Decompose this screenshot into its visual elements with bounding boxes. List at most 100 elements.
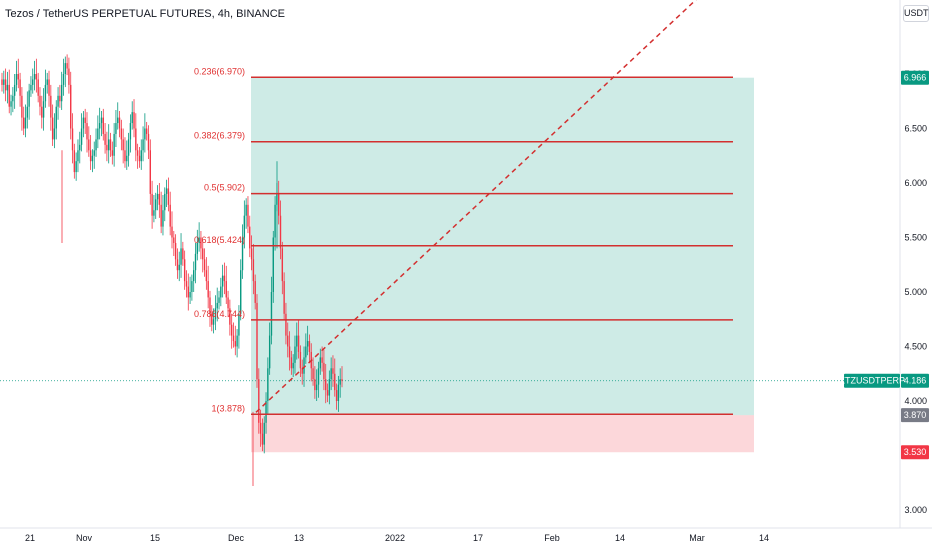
candle[interactable] <box>330 368 332 380</box>
candle[interactable] <box>337 384 340 401</box>
candle[interactable] <box>312 368 314 380</box>
candle[interactable] <box>247 204 249 227</box>
candle[interactable] <box>328 379 331 396</box>
candle[interactable] <box>133 112 135 129</box>
candle[interactable] <box>93 150 95 156</box>
candle[interactable] <box>95 139 97 151</box>
candle[interactable] <box>292 362 294 369</box>
candle[interactable] <box>272 237 274 293</box>
candle[interactable] <box>156 193 159 200</box>
candle[interactable] <box>122 139 124 151</box>
candle[interactable] <box>178 264 180 271</box>
candle[interactable] <box>79 144 81 151</box>
candle[interactable] <box>317 368 320 385</box>
candle[interactable] <box>270 292 273 336</box>
candle[interactable] <box>124 150 126 162</box>
candle[interactable] <box>306 341 309 347</box>
candle[interactable] <box>77 150 79 162</box>
candle[interactable] <box>325 379 327 391</box>
candle[interactable] <box>17 74 19 80</box>
candle[interactable] <box>283 281 285 314</box>
candle[interactable] <box>120 128 123 140</box>
candle[interactable] <box>98 123 101 129</box>
candle[interactable] <box>229 308 231 325</box>
candle[interactable] <box>153 210 155 216</box>
candle[interactable] <box>207 281 209 298</box>
currency-selector-button[interactable]: USDT <box>903 5 929 22</box>
candle[interactable] <box>196 242 199 254</box>
candle[interactable] <box>62 74 65 85</box>
candle[interactable] <box>198 237 200 243</box>
candle[interactable] <box>84 117 86 124</box>
candle[interactable] <box>66 63 68 69</box>
candle[interactable] <box>183 259 186 282</box>
candle[interactable] <box>164 193 166 211</box>
candle[interactable] <box>68 68 70 85</box>
candle[interactable] <box>64 63 66 74</box>
candle[interactable] <box>182 248 184 260</box>
candle[interactable] <box>21 95 23 118</box>
candle[interactable] <box>144 128 146 140</box>
candle[interactable] <box>118 117 121 129</box>
candle[interactable] <box>265 401 267 423</box>
candle[interactable] <box>129 123 132 140</box>
candle[interactable] <box>41 106 43 118</box>
candle[interactable] <box>193 270 195 282</box>
candle[interactable] <box>303 357 305 374</box>
candle[interactable] <box>97 128 99 140</box>
candle[interactable] <box>297 335 300 352</box>
candle[interactable] <box>230 324 233 336</box>
candle[interactable] <box>91 155 94 162</box>
candle[interactable] <box>256 302 258 380</box>
candle[interactable] <box>245 204 247 216</box>
candle[interactable] <box>341 379 343 381</box>
candle[interactable] <box>145 128 148 134</box>
candle[interactable] <box>259 422 262 434</box>
candle[interactable] <box>44 84 47 102</box>
candle[interactable] <box>71 128 74 151</box>
candle[interactable] <box>241 237 244 271</box>
candle[interactable] <box>274 204 276 238</box>
candle[interactable] <box>296 335 298 347</box>
candle[interactable] <box>160 204 162 227</box>
candle[interactable] <box>35 74 38 80</box>
candle[interactable] <box>236 335 238 347</box>
candle[interactable] <box>227 297 229 309</box>
candle[interactable] <box>308 341 311 352</box>
candle[interactable] <box>104 133 106 145</box>
candle[interactable] <box>13 84 16 96</box>
candle[interactable] <box>15 74 18 85</box>
candle[interactable] <box>252 259 255 282</box>
candle[interactable] <box>100 117 103 124</box>
candle[interactable] <box>290 357 293 369</box>
candle[interactable] <box>249 226 251 249</box>
candle[interactable] <box>267 368 269 401</box>
candle[interactable] <box>23 117 25 129</box>
candle[interactable] <box>200 237 202 249</box>
candle[interactable] <box>268 335 271 369</box>
candle[interactable] <box>315 384 318 391</box>
candle[interactable] <box>194 253 197 271</box>
candle[interactable] <box>171 226 173 238</box>
candle[interactable] <box>117 117 119 124</box>
candle[interactable] <box>261 433 264 445</box>
candle[interactable] <box>1 79 3 85</box>
candle[interactable] <box>165 188 168 194</box>
candle[interactable] <box>203 259 206 271</box>
stop-zone[interactable] <box>251 415 754 453</box>
candle[interactable] <box>319 357 321 369</box>
candle[interactable] <box>46 79 48 85</box>
candle[interactable] <box>106 144 108 151</box>
candle[interactable] <box>59 95 61 102</box>
candle[interactable] <box>136 150 139 156</box>
candle[interactable] <box>299 351 302 369</box>
candle[interactable] <box>75 161 77 173</box>
candle[interactable] <box>42 101 45 118</box>
candle[interactable] <box>216 302 218 309</box>
candle[interactable] <box>205 270 208 282</box>
candle[interactable] <box>240 270 242 314</box>
candle[interactable] <box>115 123 117 134</box>
candle[interactable] <box>218 297 220 303</box>
candle[interactable] <box>51 117 54 140</box>
candle[interactable] <box>279 215 282 249</box>
